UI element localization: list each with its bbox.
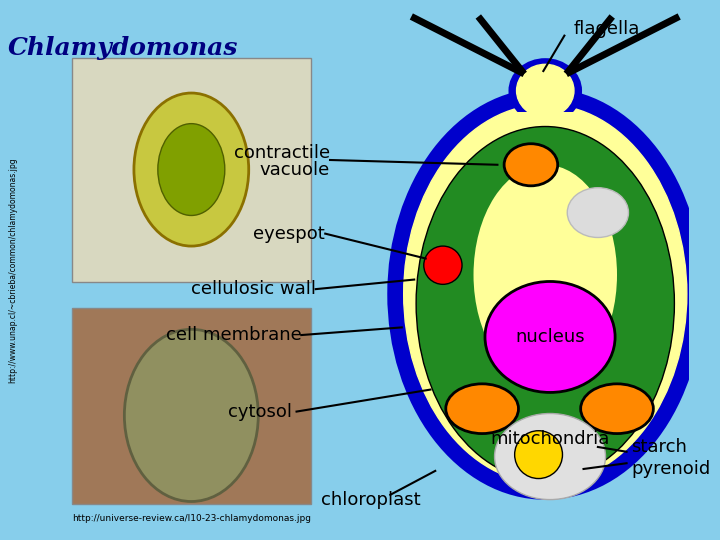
Text: cellulosic wall: cellulosic wall (191, 280, 315, 298)
Ellipse shape (504, 144, 558, 186)
Text: mitochondria: mitochondria (490, 430, 610, 448)
Text: flagella: flagella (574, 20, 640, 38)
Text: vacuole: vacuole (260, 160, 330, 179)
Text: cell membrane: cell membrane (166, 326, 302, 344)
Text: chloroplast: chloroplast (321, 490, 421, 509)
Text: pyrenoid: pyrenoid (631, 460, 711, 478)
Ellipse shape (416, 126, 675, 481)
Ellipse shape (424, 246, 462, 285)
Text: nucleus: nucleus (516, 328, 585, 346)
Ellipse shape (510, 59, 580, 122)
Ellipse shape (515, 431, 562, 478)
FancyBboxPatch shape (510, 112, 580, 141)
Text: cytosol: cytosol (228, 403, 292, 421)
Ellipse shape (580, 384, 653, 434)
Ellipse shape (158, 124, 225, 215)
Ellipse shape (397, 98, 693, 490)
Bar (72, 58, 311, 282)
Ellipse shape (404, 105, 687, 483)
Text: eyespot: eyespot (253, 225, 325, 242)
Text: http://universe-review.ca/I10-23-chlamydomonas.jpg: http://universe-review.ca/I10-23-chlamyd… (72, 514, 311, 523)
Ellipse shape (495, 414, 606, 500)
Text: Chlamydomonas: Chlamydomonas (8, 36, 238, 59)
Bar (72, 308, 311, 504)
Ellipse shape (516, 64, 574, 117)
Ellipse shape (134, 93, 248, 246)
Ellipse shape (474, 165, 617, 385)
Text: http://www.unap.cl/~cbrieba/common/chlamydomonas.jpg: http://www.unap.cl/~cbrieba/common/chlam… (8, 157, 17, 383)
Ellipse shape (485, 281, 615, 393)
Text: contractile: contractile (234, 144, 330, 163)
Ellipse shape (125, 329, 258, 502)
Ellipse shape (446, 384, 518, 434)
Text: starch: starch (631, 438, 687, 456)
Ellipse shape (567, 188, 629, 238)
